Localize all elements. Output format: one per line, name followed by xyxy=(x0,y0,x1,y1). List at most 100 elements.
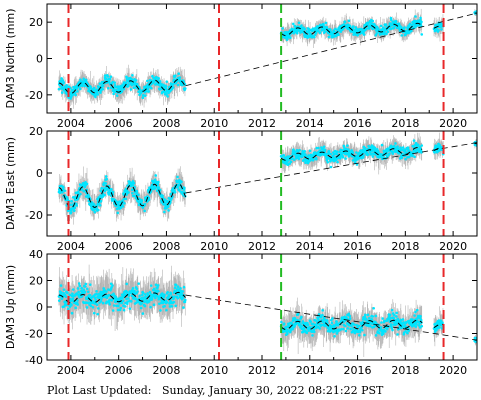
data-point xyxy=(181,191,184,194)
data-point xyxy=(127,191,130,194)
data-point xyxy=(324,21,328,25)
data-point xyxy=(82,77,86,81)
x-tick-label: 2020 xyxy=(439,240,467,253)
data-point xyxy=(135,82,139,86)
data-point xyxy=(110,188,113,191)
data-point xyxy=(133,290,136,293)
data-point xyxy=(88,293,92,297)
data-point xyxy=(420,151,423,154)
data-point xyxy=(98,204,102,207)
data-point xyxy=(66,198,69,201)
series-segment-1 xyxy=(57,264,187,332)
data-point xyxy=(327,35,331,39)
series-segment-1 xyxy=(57,64,187,109)
data-point xyxy=(62,288,66,291)
data-point xyxy=(165,206,168,210)
data-point xyxy=(85,306,89,309)
data-point xyxy=(367,144,370,148)
data-point xyxy=(68,293,71,297)
data-point xyxy=(130,289,134,292)
data-point xyxy=(154,174,157,177)
data-point xyxy=(437,29,440,32)
data-point xyxy=(61,190,64,194)
data-point xyxy=(126,297,130,300)
data-point xyxy=(147,90,151,93)
data-point xyxy=(116,211,120,215)
data-point xyxy=(79,78,82,82)
data-point xyxy=(136,290,139,293)
data-point xyxy=(348,24,352,28)
data-point xyxy=(341,155,345,159)
data-point xyxy=(129,88,133,91)
series-segment-2 xyxy=(279,132,424,175)
data-point xyxy=(389,144,393,148)
data-point xyxy=(174,304,178,308)
data-point xyxy=(77,194,81,198)
data-point xyxy=(410,23,414,27)
data-point xyxy=(176,175,179,179)
data-point xyxy=(96,93,100,96)
data-point xyxy=(419,16,422,20)
data-point xyxy=(157,180,160,184)
data-point xyxy=(132,181,136,185)
data-point xyxy=(356,33,360,37)
data-point xyxy=(122,308,126,312)
data-point xyxy=(111,190,115,194)
data-point xyxy=(137,297,141,300)
data-point xyxy=(129,300,133,303)
data-point xyxy=(154,283,158,287)
data-point xyxy=(413,155,416,159)
data-point xyxy=(362,154,365,157)
data-point xyxy=(172,297,175,300)
data-point xyxy=(388,152,391,155)
data-point xyxy=(131,191,134,195)
data-point xyxy=(407,155,411,159)
data-point xyxy=(166,290,169,294)
data-point xyxy=(382,32,386,36)
data-point xyxy=(74,93,77,97)
data-point xyxy=(138,294,141,298)
data-point xyxy=(124,81,128,84)
data-point xyxy=(322,23,325,26)
data-point xyxy=(394,20,398,23)
data-point xyxy=(146,79,149,83)
data-point xyxy=(323,148,327,152)
series-segment-1 xyxy=(57,166,187,225)
data-point xyxy=(346,144,349,147)
data-point xyxy=(65,196,69,199)
data-point xyxy=(91,201,94,204)
data-point xyxy=(172,300,176,304)
data-point xyxy=(78,284,82,288)
data-point xyxy=(183,186,186,190)
y-tick-label: 20 xyxy=(29,125,43,138)
x-tick-label: 2014 xyxy=(296,240,324,253)
data-point xyxy=(60,77,63,80)
data-point xyxy=(173,286,177,290)
data-point xyxy=(347,19,351,23)
data-point xyxy=(139,306,143,310)
y-tick-label: 0 xyxy=(36,53,43,66)
data-point xyxy=(75,204,78,207)
data-point xyxy=(339,154,342,157)
data-point xyxy=(392,145,396,148)
data-point xyxy=(158,80,162,83)
data-point xyxy=(135,189,139,193)
data-point xyxy=(180,180,183,184)
data-point xyxy=(128,307,132,310)
data-point xyxy=(155,76,158,79)
data-point xyxy=(157,77,160,80)
data-point xyxy=(169,292,173,296)
data-point xyxy=(326,161,329,164)
data-point xyxy=(359,149,362,153)
data-point xyxy=(143,202,147,206)
x-tick-label: 2006 xyxy=(105,117,133,130)
data-point xyxy=(87,301,90,305)
data-point xyxy=(116,308,120,312)
data-point xyxy=(127,294,131,297)
data-point xyxy=(101,87,105,91)
data-point xyxy=(141,312,145,315)
data-point xyxy=(371,19,375,23)
model-fit-line xyxy=(280,22,423,37)
data-point xyxy=(433,151,436,154)
data-point xyxy=(105,177,109,181)
